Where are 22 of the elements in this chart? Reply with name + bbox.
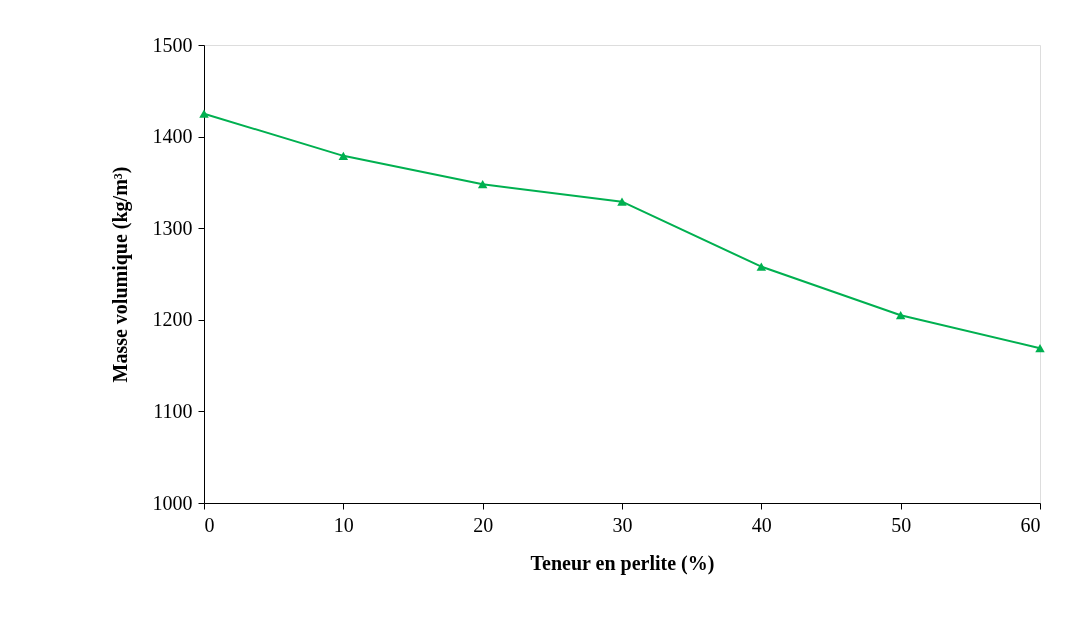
point xyxy=(338,151,349,160)
y-tick-label: 1500 xyxy=(152,33,193,56)
x-tick-label: 40 xyxy=(751,513,772,536)
point xyxy=(617,197,627,206)
x-tick-label: 30 xyxy=(612,513,633,536)
y-tick-label: 1100 xyxy=(153,399,193,422)
x-axis-title: Teneur en perlite (%) xyxy=(530,551,715,575)
x-tick-label: 60 xyxy=(1020,513,1041,536)
y-axis-title: Masse volumique (kg/m³) xyxy=(108,166,132,383)
point xyxy=(756,262,767,271)
y-tick-label: 1200 xyxy=(152,308,193,331)
x-tick-label: 10 xyxy=(333,513,354,536)
x-tick-label: 0 xyxy=(204,513,215,536)
y-tick-label: 1000 xyxy=(152,491,193,514)
point xyxy=(1035,344,1045,353)
y-tick-label: 1400 xyxy=(152,125,193,148)
x-tick-label: 20 xyxy=(473,513,494,536)
point xyxy=(477,180,488,189)
x-tick-label: 50 xyxy=(891,513,912,536)
point xyxy=(895,311,906,320)
point xyxy=(199,109,209,118)
y-tick-label: 1300 xyxy=(152,216,193,239)
